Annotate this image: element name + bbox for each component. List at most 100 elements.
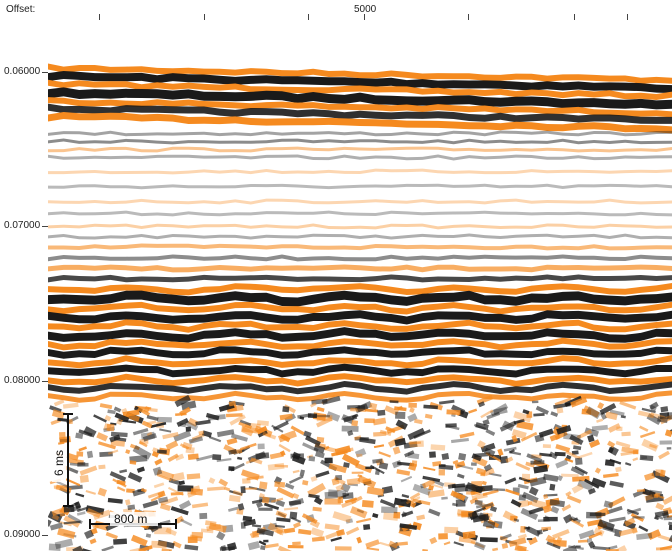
noise-stroke [587,538,592,543]
noise-stroke [549,484,555,491]
time-tick-label: 0.06000 [4,66,40,77]
noise-stroke [258,508,272,511]
noise-stroke [335,475,342,480]
noise-stroke [431,444,446,450]
noise-stroke [258,444,265,450]
noise-stroke [309,456,316,461]
noise-stroke [80,475,89,483]
noise-stroke [127,505,135,511]
noise-stroke [390,400,399,403]
noise-stroke [191,488,203,495]
noise-stroke [187,473,201,479]
noise-stroke [522,474,530,480]
noise-stroke [445,423,456,428]
noise-stroke [616,427,622,432]
noise-stroke [260,545,265,550]
noise-stroke [358,405,365,409]
noise-stroke [439,469,445,475]
noise-stroke [338,496,343,503]
noise-stroke [530,460,544,464]
noise-stroke [664,516,672,520]
noise-stroke [364,418,375,423]
noise-stroke [429,451,436,458]
noise-stroke [458,453,466,461]
seismic-section[interactable]: 800 m 6 ms [48,20,672,551]
noise-stroke [446,409,460,415]
noise-stroke [259,481,267,489]
noise-stroke [188,536,198,543]
time-tick-label: 0.07000 [4,220,40,231]
offset-tick-label: 5000 [354,4,376,15]
noise-stroke [528,501,533,505]
noise-stroke [575,458,583,465]
noise-stroke [335,546,352,550]
noise-stroke [199,513,207,519]
noise-stroke [660,406,668,412]
noise-stroke [113,538,127,544]
noise-stroke [438,533,448,539]
noise-stroke [244,488,257,490]
noise-stroke [363,524,370,530]
noise-stroke [107,424,115,431]
noise-stroke [377,410,385,416]
noise-stroke [259,530,265,535]
noise-stroke [362,500,374,508]
noise-stroke [541,527,551,531]
noise-stroke [578,540,588,543]
noise-stroke [242,478,250,484]
noise-stroke [274,481,285,487]
noise-stroke [312,415,330,417]
noise-stroke [586,512,601,519]
noise-stroke [555,452,566,456]
noise-stroke [543,444,551,448]
noise-stroke [408,403,417,408]
noise-stroke [87,451,93,458]
noise-stroke [352,472,364,474]
noise-stroke [98,465,105,470]
noise-stroke [548,539,556,543]
noise-stroke [471,462,477,466]
noise-stroke [381,507,397,514]
noise-stroke [157,417,172,423]
noise-stroke [151,541,167,549]
noise-stroke [621,432,630,437]
time-axis: 0.06000 0.07000 0.08000 0.09000 [0,20,48,551]
noise-stroke [241,486,246,493]
noise-stroke [632,516,644,518]
scale-bar-vertical-label: 6 ms [52,450,66,476]
noise-stroke [77,463,88,467]
noise-stroke [356,454,362,457]
noise-stroke [520,526,525,533]
noise-stroke [325,458,333,464]
noise-stroke [241,522,246,529]
noise-stroke [543,517,557,522]
noise-stroke [409,441,423,448]
noise-stroke [667,412,672,419]
noise-stroke [660,440,672,444]
noise-stroke [212,454,221,460]
noise-stroke [342,426,359,432]
noise-stroke [373,432,386,437]
noise-stroke [532,401,538,404]
noise-stroke [412,460,417,466]
offset-axis: Offset: 5000 [0,0,672,20]
noise-stroke [537,529,543,534]
noise-stroke [444,527,458,534]
noise-stroke [282,406,289,412]
noise-stroke [288,545,304,548]
offset-axis-label: Offset: [6,4,35,15]
noise-stroke [527,538,532,540]
noise-stroke [351,420,358,426]
noise-stroke [263,540,268,543]
time-tick-label: 0.08000 [4,375,40,386]
noise-stroke [395,412,405,419]
seismic-canvas[interactable]: 800 m 6 ms [48,20,672,551]
noise-stroke [637,489,645,492]
scale-bar-horizontal-label: 800 m [114,512,147,526]
noise-stroke [292,542,301,546]
noise-stroke [480,537,498,542]
noise-stroke [328,489,346,497]
time-tick-label: 0.09000 [4,529,40,540]
noise-stroke [442,453,450,460]
noise-stroke [667,447,672,450]
